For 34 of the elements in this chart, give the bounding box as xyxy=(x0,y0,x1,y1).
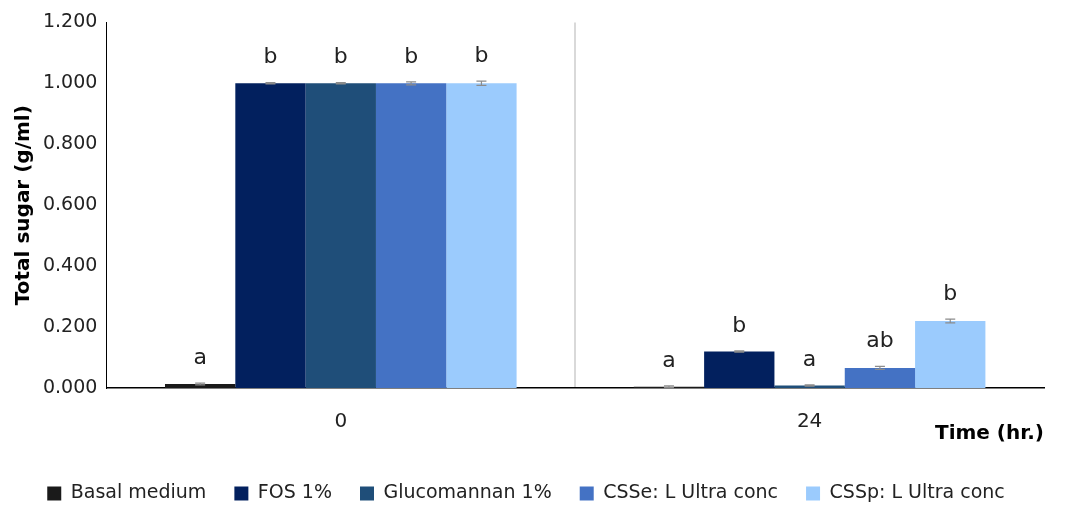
data-label: ab xyxy=(866,327,894,353)
x-axis-title: Time (hr.) xyxy=(935,420,1044,445)
data-label: b xyxy=(263,43,278,69)
legend-label: Basal medium xyxy=(70,480,207,503)
bar xyxy=(375,83,447,388)
legend-label: CSSe: L Ultra conc xyxy=(603,480,779,503)
bar xyxy=(305,83,376,388)
y-tick-label: 0.400 xyxy=(42,253,98,276)
data-label: b xyxy=(474,41,489,67)
data-label: a xyxy=(662,346,676,372)
data-label: a xyxy=(802,345,817,371)
x-tick-label: 0 xyxy=(334,408,348,433)
bar xyxy=(844,367,916,388)
bar xyxy=(704,351,775,388)
legend-label: CSSp: L Ultra conc xyxy=(829,480,1005,503)
y-tick-label: 0.200 xyxy=(42,314,98,336)
data-label: b xyxy=(333,43,348,69)
legend-label: Glucomannan 1% xyxy=(383,480,552,503)
y-tick-label: 0.600 xyxy=(42,192,98,215)
data-label: b xyxy=(943,279,958,305)
data-label: b xyxy=(404,42,419,68)
bar xyxy=(235,83,306,388)
bar xyxy=(446,83,517,388)
y-tick-label: 1.000 xyxy=(42,70,98,93)
legend-label: FOS 1% xyxy=(257,480,333,503)
x-tick-label: 24 xyxy=(796,408,823,433)
y-tick-label: 1.200 xyxy=(42,9,98,32)
data-label: b xyxy=(732,311,747,337)
bar xyxy=(164,384,236,388)
y-tick-label: 0.800 xyxy=(42,131,98,154)
data-label: a xyxy=(193,343,207,369)
y-axis-title: Total sugar (g/ml) xyxy=(10,105,35,306)
y-tick-label: 0.000 xyxy=(42,374,98,397)
bar xyxy=(915,320,986,388)
